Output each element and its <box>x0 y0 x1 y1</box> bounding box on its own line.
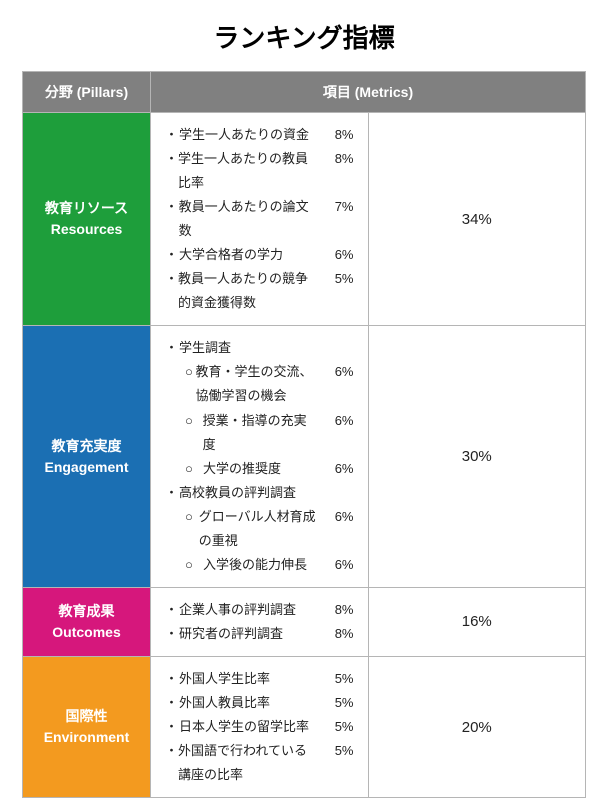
metric-line: ・学生一人あたりの教員比率8% <box>165 147 362 195</box>
metric-pct: 6% <box>318 360 362 384</box>
dot-bullet-icon: ・ <box>165 691 179 715</box>
metric-line: ・企業人事の評判調査8% <box>165 598 362 622</box>
metrics-cell: ・企業人事の評判調査8%・研究者の評判調査8% <box>151 587 369 656</box>
pillar-total: 34% <box>368 113 586 326</box>
metric-pct: 8% <box>318 147 362 171</box>
metric-pct: 5% <box>318 267 362 291</box>
header-pillar: 分野 (Pillars) <box>23 72 151 113</box>
metric-label: 学生一人あたりの資金 <box>179 123 318 147</box>
metrics-cell: ・外国人学生比率5%・外国人教員比率5%・日本人学生の留学比率5%・外国語で行わ… <box>151 656 369 797</box>
dot-bullet-icon: ・ <box>165 715 179 739</box>
metric-line: ・外国人学生比率5% <box>165 667 362 691</box>
pillar-label-en: Resources <box>27 219 146 240</box>
metric-line: ・研究者の評判調査8% <box>165 622 362 646</box>
metric-pct: 6% <box>318 409 362 433</box>
metrics-cell: ・学生一人あたりの資金8%・学生一人あたりの教員比率8%・教員一人あたりの論文数… <box>151 113 369 326</box>
metric-label: 入学後の能力伸長 <box>203 553 318 577</box>
metric-label: 教員一人あたりの競争的資金獲得数 <box>178 267 317 315</box>
pillar-cell: 教育充実度Engagement <box>23 326 151 587</box>
metric-label: 日本人学生の留学比率 <box>179 715 318 739</box>
dot-bullet-icon: ・ <box>165 739 178 763</box>
dot-bullet-icon: ・ <box>165 123 179 147</box>
header-metrics: 項目 (Metrics) <box>151 72 586 113</box>
metrics-cell: ・学生調査○教育・学生の交流、協働学習の機会6%○授業・指導の充実度6%○大学の… <box>151 326 369 587</box>
ranking-table: 分野 (Pillars) 項目 (Metrics) 教育リソースResource… <box>22 71 586 798</box>
pillar-cell: 教育成果Outcomes <box>23 587 151 656</box>
pillar-label-en: Engagement <box>27 457 146 478</box>
pillar-cell: 国際性Environment <box>23 656 151 797</box>
metric-line: ・学生一人あたりの資金8% <box>165 123 362 147</box>
table-row: 国際性Environment・外国人学生比率5%・外国人教員比率5%・日本人学生… <box>23 656 586 797</box>
dot-bullet-icon: ・ <box>165 622 179 646</box>
metric-line: ○授業・指導の充実度6% <box>165 409 362 457</box>
table-row: 教育充実度Engagement・学生調査○教育・学生の交流、協働学習の機会6%○… <box>23 326 586 587</box>
pillar-total: 30% <box>368 326 586 587</box>
metric-line: ・外国語で行われている講座の比率5% <box>165 739 362 787</box>
metric-pct: 5% <box>318 739 362 763</box>
metric-label: 外国人教員比率 <box>179 691 318 715</box>
metric-label: 外国語で行われている講座の比率 <box>178 739 317 787</box>
dot-bullet-icon: ・ <box>165 598 179 622</box>
dot-bullet-icon: ・ <box>165 195 179 219</box>
dot-bullet-icon: ・ <box>165 481 179 505</box>
metric-line: ○入学後の能力伸長6% <box>165 553 362 577</box>
circle-bullet-icon: ○ <box>185 505 199 529</box>
metric-line: ・大学合格者の学力6% <box>165 243 362 267</box>
pillar-label-jp: 教育リソース <box>27 198 146 219</box>
metric-pct: 8% <box>318 598 362 622</box>
metric-pct: 6% <box>318 457 362 481</box>
metric-label: 外国人学生比率 <box>179 667 318 691</box>
pillar-label-en: Environment <box>27 727 146 748</box>
metric-pct: 7% <box>318 195 362 219</box>
dot-bullet-icon: ・ <box>165 147 178 171</box>
circle-bullet-icon: ○ <box>185 409 203 433</box>
metric-label: 大学合格者の学力 <box>179 243 318 267</box>
metric-pct: 6% <box>318 243 362 267</box>
pillar-label-jp: 教育成果 <box>27 601 146 622</box>
metric-line: ○グローバル人材育成の重視6% <box>165 505 362 553</box>
metric-label: 教育・学生の交流、協働学習の機会 <box>196 360 318 408</box>
metric-line: ○教育・学生の交流、協働学習の機会6% <box>165 360 362 408</box>
table-row: 教育リソースResources・学生一人あたりの資金8%・学生一人あたりの教員比… <box>23 113 586 326</box>
metric-label: 授業・指導の充実度 <box>203 409 318 457</box>
dot-bullet-icon: ・ <box>165 267 178 291</box>
metric-line: ・高校教員の評判調査 <box>165 481 362 505</box>
metric-pct: 5% <box>318 715 362 739</box>
metric-pct: 5% <box>318 691 362 715</box>
metric-line: ・学生調査 <box>165 336 362 360</box>
metric-label: 企業人事の評判調査 <box>179 598 318 622</box>
dot-bullet-icon: ・ <box>165 336 179 360</box>
metric-label: 研究者の評判調査 <box>179 622 318 646</box>
metric-line: ○大学の推奨度6% <box>165 457 362 481</box>
metric-label: 学生一人あたりの教員比率 <box>178 147 317 195</box>
metric-line: ・教員一人あたりの競争的資金獲得数5% <box>165 267 362 315</box>
metric-line: ・日本人学生の留学比率5% <box>165 715 362 739</box>
pillar-total: 16% <box>368 587 586 656</box>
dot-bullet-icon: ・ <box>165 667 179 691</box>
metric-label: 学生調査 <box>179 336 231 360</box>
metric-line: ・外国人教員比率5% <box>165 691 362 715</box>
metric-line: ・教員一人あたりの論文数7% <box>165 195 362 243</box>
metric-label: 教員一人あたりの論文数 <box>179 195 318 243</box>
metric-pct: 8% <box>318 622 362 646</box>
metric-pct: 6% <box>318 505 362 529</box>
metric-label: グローバル人材育成の重視 <box>199 505 318 553</box>
metric-pct: 8% <box>318 123 362 147</box>
pillar-cell: 教育リソースResources <box>23 113 151 326</box>
circle-bullet-icon: ○ <box>185 457 203 481</box>
pillar-total: 20% <box>368 656 586 797</box>
metric-label: 高校教員の評判調査 <box>179 481 296 505</box>
metric-pct: 5% <box>318 667 362 691</box>
pillar-label-jp: 国際性 <box>27 706 146 727</box>
pillar-label-jp: 教育充実度 <box>27 436 146 457</box>
metric-label: 大学の推奨度 <box>203 457 318 481</box>
metric-pct: 6% <box>318 553 362 577</box>
circle-bullet-icon: ○ <box>185 360 196 384</box>
dot-bullet-icon: ・ <box>165 243 179 267</box>
table-row: 教育成果Outcomes・企業人事の評判調査8%・研究者の評判調査8%16% <box>23 587 586 656</box>
circle-bullet-icon: ○ <box>185 553 203 577</box>
page-title: ランキング指標 <box>22 18 586 55</box>
